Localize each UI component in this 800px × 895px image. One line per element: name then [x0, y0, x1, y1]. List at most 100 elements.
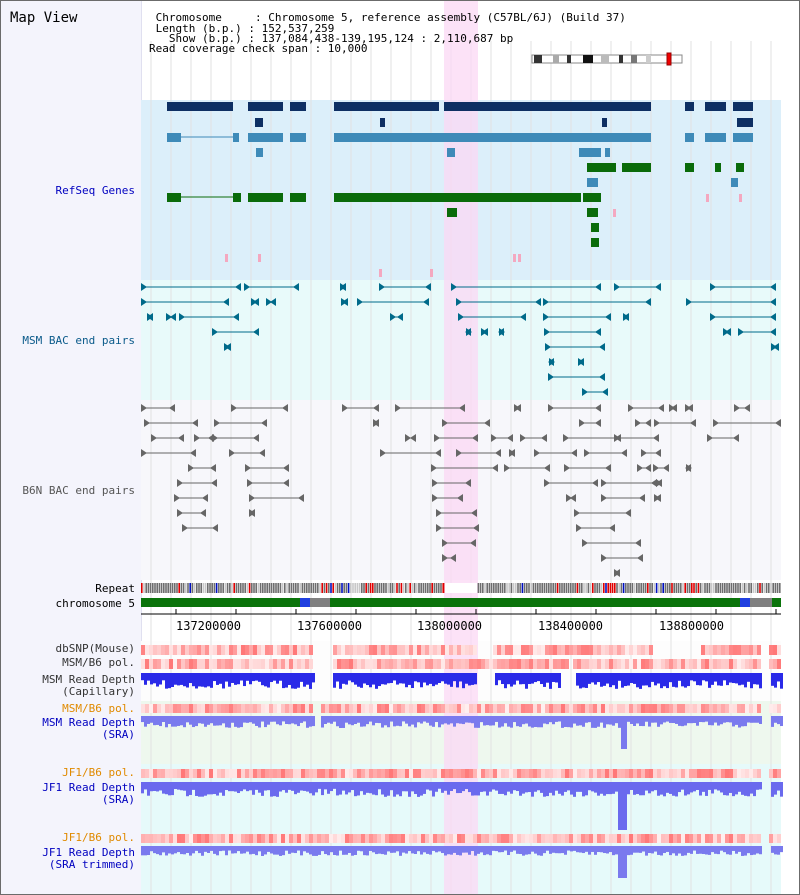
- heat-cell: [589, 645, 593, 655]
- heat-cell: [721, 769, 725, 778]
- repeat-element: [567, 583, 570, 593]
- heat-cell: [681, 834, 685, 843]
- heat-cell: [257, 659, 261, 669]
- heat-cell: [245, 704, 249, 713]
- heat-cell: [333, 659, 337, 669]
- depth-bar: [591, 846, 594, 852]
- heat-cell: [545, 769, 549, 778]
- depth-bar: [198, 846, 201, 854]
- heat-cell: [773, 659, 777, 669]
- repeat-element: [750, 583, 752, 593]
- repeat-element: [270, 583, 273, 593]
- heat-cell: [693, 659, 697, 669]
- track-label-repeat[interactable]: Repeat: [95, 582, 135, 595]
- track-label-msm-depth-sra[interactable]: MSM Read Depth (SRA): [42, 716, 135, 741]
- depth-bar: [744, 782, 747, 796]
- heat-cell: [369, 704, 373, 713]
- track-label-jf1-b6-pol-trimmed[interactable]: JF1/B6 pol.: [62, 831, 135, 844]
- heat-cell: [717, 659, 721, 669]
- heat-cell: [777, 834, 781, 843]
- heat-cell: [241, 645, 245, 655]
- repeat-element: [768, 583, 770, 593]
- depth-bar: [552, 846, 555, 853]
- depth-bar: [447, 782, 450, 795]
- bac-end-marker: [457, 494, 463, 502]
- depth-bar: [369, 716, 372, 722]
- gene-exon: [256, 148, 263, 157]
- depth-bar: [696, 846, 699, 854]
- depth-bar: [231, 782, 234, 792]
- depth-bar: [216, 846, 219, 856]
- track-label-msm-b6-pol[interactable]: MSM/B6 pol.: [62, 656, 135, 669]
- depth-bar: [747, 673, 750, 682]
- depth-bar: [774, 716, 777, 723]
- heat-cell: [493, 834, 497, 843]
- heat-cell: [729, 645, 733, 655]
- depth-bar: [417, 673, 420, 683]
- depth-bar: [240, 846, 243, 854]
- heat-cell: [525, 659, 529, 669]
- heat-cell: [569, 769, 573, 778]
- heat-cell: [533, 834, 537, 843]
- depth-bar: [213, 846, 216, 854]
- depth-bar: [288, 846, 291, 854]
- heat-cell: [609, 834, 613, 843]
- depth-bar: [558, 673, 561, 688]
- heat-cell: [501, 769, 505, 778]
- depth-bar: [321, 716, 324, 728]
- track-label-msm-b6-pol-sra[interactable]: MSM/B6 pol.: [62, 702, 135, 715]
- depth-bar: [192, 716, 195, 728]
- heat-cell: [457, 645, 461, 655]
- depth-bar: [699, 782, 702, 796]
- depth-bar: [327, 782, 330, 794]
- depth-bar: [222, 673, 225, 689]
- heat-cell: [653, 659, 657, 669]
- track-label-dbsnp[interactable]: dbSNP(Mouse): [55, 642, 135, 655]
- track-label-jf1-depth-sra[interactable]: JF1 Read Depth (SRA): [42, 781, 135, 806]
- depth-bar: [363, 846, 366, 856]
- depth-bar: [342, 846, 345, 855]
- track-label-b6n-bac[interactable]: B6N BAC end pairs: [22, 484, 135, 497]
- repeat-element: [363, 583, 365, 593]
- heat-cell: [153, 834, 157, 843]
- heat-cell: [385, 704, 389, 713]
- bac-end-marker: [655, 449, 661, 457]
- track-label-msm-depth-capillary[interactable]: MSM Read Depth (Capillary): [42, 673, 135, 698]
- repeat-element: [427, 583, 429, 593]
- heat-cell: [261, 659, 265, 669]
- repeat-element: [288, 583, 290, 593]
- repeat-element: [200, 583, 202, 593]
- heat-cell: [145, 704, 149, 713]
- track-label-jf1-depth-trimmed[interactable]: JF1 Read Depth (SRA trimmed): [42, 846, 135, 871]
- depth-bar: [339, 673, 342, 689]
- repeat-element: [662, 583, 664, 593]
- repeat-element: [596, 583, 598, 593]
- heat-cell: [465, 769, 469, 778]
- heat-cell: [557, 769, 561, 778]
- heat-cell: [741, 769, 745, 778]
- depth-bar: [171, 673, 174, 687]
- heat-cell: [745, 834, 749, 843]
- heat-cell: [521, 834, 525, 843]
- depth-bar: [555, 673, 558, 683]
- depth-bar: [378, 782, 381, 790]
- bac-end-marker: [654, 419, 660, 427]
- heat-cell: [725, 704, 729, 713]
- heat-cell: [329, 704, 333, 713]
- repeat-element: [739, 583, 741, 593]
- heat-cell: [721, 645, 725, 655]
- heat-cell: [237, 704, 241, 713]
- track-label-refseq[interactable]: RefSeq Genes: [55, 184, 135, 197]
- depth-bar: [351, 782, 354, 791]
- track-label-jf1-b6-pol[interactable]: JF1/B6 pol.: [62, 766, 135, 779]
- track-label-msm-bac[interactable]: MSM BAC end pairs: [22, 334, 135, 347]
- heat-cell: [645, 659, 649, 669]
- depth-bar: [579, 782, 582, 792]
- repeat-element: [169, 583, 172, 593]
- heat-cell: [305, 769, 309, 778]
- repeat-element: [715, 583, 717, 593]
- bac-end-marker: [653, 464, 659, 472]
- bac-end-marker: [434, 434, 440, 442]
- depth-bar: [162, 846, 165, 853]
